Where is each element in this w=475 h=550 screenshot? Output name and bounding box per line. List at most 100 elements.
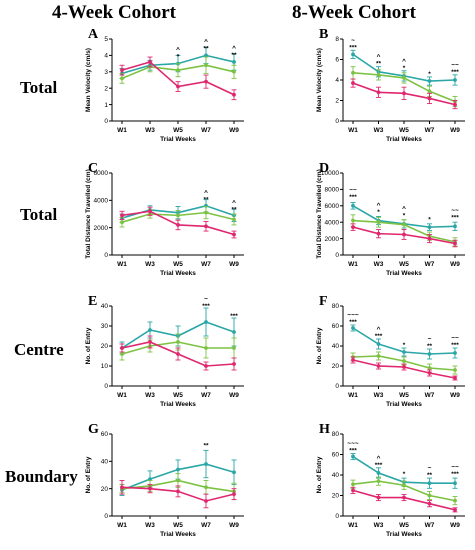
data-point — [176, 84, 180, 89]
data-point — [232, 60, 236, 64]
y-tick-label: 40 — [101, 459, 109, 466]
y-tick-label: 4 — [104, 53, 108, 60]
x-tick-label: W5 — [173, 522, 183, 529]
series-green — [119, 206, 237, 228]
x-tick-label: W9 — [450, 261, 460, 268]
x-axis-label: Trial Weeks — [160, 401, 196, 408]
data-point — [351, 358, 355, 362]
series-magenta — [119, 56, 237, 101]
y-tick-label: 20 — [332, 493, 340, 500]
x-tick-label: W7 — [425, 522, 435, 529]
panel-letter: D — [319, 161, 329, 176]
y-tick-label: 30 — [101, 323, 109, 330]
column-title-4-week: 4-Week Cohort — [52, 2, 177, 23]
data-point — [176, 352, 180, 356]
data-point — [427, 371, 432, 375]
data-point — [176, 223, 180, 227]
significance-marker: ^ — [204, 189, 208, 197]
x-tick-label: W5 — [399, 127, 409, 134]
panel-letter: F — [319, 294, 328, 309]
panel-letter: B — [319, 27, 328, 42]
significance-marker: ** — [376, 61, 382, 68]
panel-letter: E — [88, 294, 97, 309]
data-point — [427, 501, 432, 506]
data-point — [376, 354, 381, 358]
significance-marker: ** — [231, 206, 237, 213]
data-point — [453, 78, 457, 82]
y-tick-label: 8 — [335, 36, 339, 43]
data-point — [376, 495, 381, 500]
significance-marker: ** — [203, 45, 209, 52]
y-tick-label: 0 — [335, 118, 339, 125]
data-point — [232, 330, 236, 334]
data-point — [176, 478, 180, 483]
x-tick-label: W1 — [348, 127, 358, 134]
data-point — [351, 454, 355, 459]
data-point — [204, 53, 208, 58]
y-tick-label: 80 — [332, 303, 340, 310]
significance-marker: ^ — [176, 46, 180, 54]
y-axis-label: Total Distance Travelled (cm) — [85, 169, 92, 258]
x-tick-label: W1 — [117, 392, 127, 399]
x-tick-label: W1 — [117, 261, 127, 268]
significance-marker: * — [403, 212, 406, 219]
data-point — [453, 224, 457, 229]
data-point — [402, 222, 406, 227]
x-tick-label: W5 — [173, 261, 183, 268]
significance-marker: ~ — [351, 37, 355, 44]
y-axis-label: Total Distance Travelled (cm) — [316, 169, 323, 258]
data-point — [376, 471, 381, 475]
data-point — [453, 351, 457, 355]
data-point — [453, 376, 457, 380]
data-point — [204, 364, 208, 368]
data-point — [376, 479, 381, 484]
y-tick-label: 20 — [101, 486, 109, 493]
significance-marker: ^ — [204, 37, 208, 45]
x-axis-label: Trial Weeks — [386, 136, 422, 143]
x-axis-label: Trial Weeks — [160, 270, 196, 277]
y-axis-label: Mean Velocity (cm/s) — [316, 48, 323, 112]
data-point — [402, 359, 406, 363]
data-point — [232, 346, 236, 350]
chart-panel-g: G 0 20 40 60 W1 W3 W5 W7 W9 Trial Weeks No. of Entr… — [85, 422, 244, 538]
panel-letter: H — [319, 422, 330, 437]
x-axis-label: Trial Weeks — [386, 401, 422, 408]
y-tick-label: 40 — [332, 343, 340, 350]
x-tick-label: W3 — [145, 392, 155, 399]
significance-marker: *** — [375, 333, 383, 340]
data-point — [351, 81, 355, 85]
data-point — [376, 231, 381, 236]
chart-panel-h: H 0 20 40 60 80 W1 W3 W5 W7 W9 Trial Weeks No. of En… — [316, 422, 465, 538]
y-tick-label: 6000 — [325, 203, 340, 210]
series-magenta — [119, 206, 237, 239]
chart-panel-e: E 0 10 20 30 40 W1 W3 W5 W7 W9 Trial Weeks No. of En… — [85, 294, 244, 408]
significance-marker: ** — [231, 52, 237, 59]
data-point — [148, 60, 152, 64]
chart-panel-d: D 0 2000 4000 6000 8000 10000 W1 W3 W5 W7 W9 Trial W… — [316, 161, 465, 277]
significance-marker: ^ — [232, 198, 236, 206]
data-point — [232, 92, 236, 97]
significance-marker: ^ — [232, 44, 236, 52]
data-point — [232, 217, 236, 222]
row-label-boundary: Boundary — [5, 467, 78, 486]
data-point — [204, 224, 208, 229]
data-point — [402, 483, 406, 488]
chart-panel-b: B 0 2 4 6 8 W1 W3 W5 W7 W9 Trial Weeks Mean Velocity… — [316, 27, 465, 143]
y-tick-label: 0 — [335, 252, 339, 259]
y-tick-label: 4000 — [94, 198, 109, 205]
data-point — [453, 498, 457, 503]
series-teal — [350, 324, 458, 360]
data-point — [351, 70, 355, 75]
significance-marker: *** — [202, 303, 210, 310]
x-tick-label: W1 — [348, 522, 358, 529]
data-point — [427, 79, 432, 83]
x-tick-label: W5 — [399, 261, 409, 268]
data-point — [204, 210, 208, 215]
y-tick-label: 20 — [332, 363, 340, 370]
x-tick-label: W7 — [201, 127, 211, 134]
chart-panel-a: A 0 1 2 3 4 5 W1 W3 W5 W7 W9 Trial Weeks Mean Velocit… — [85, 27, 244, 143]
significance-marker: ~ — [428, 336, 432, 343]
data-point — [351, 52, 355, 57]
significance-marker: ^ — [377, 53, 381, 61]
y-tick-label: 0 — [335, 383, 339, 390]
